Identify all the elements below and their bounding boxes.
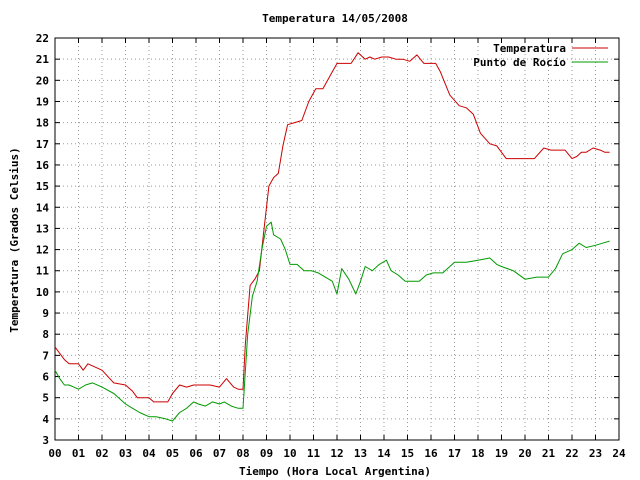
y-tick-label: 5 [42,392,49,405]
series-line-temperatura [54,52,610,403]
x-tick-label: 05 [166,447,179,460]
x-tick-label: 19 [495,447,508,460]
y-tick-label: 12 [36,244,49,257]
x-tick-label: 21 [542,447,556,460]
x-tick-label: 15 [401,447,414,460]
y-tick-label: 22 [36,32,49,45]
y-tick-label: 19 [36,95,49,108]
legend-label-punto-de-rocio: Punto de Rocío [473,56,566,69]
y-tick-label: 20 [36,74,49,87]
x-tick-label: 17 [448,447,461,460]
x-tick-label: 24 [612,447,626,460]
y-tick-label: 16 [36,159,50,172]
x-tick-label: 10 [283,447,296,460]
y-tick-label: 3 [42,434,49,447]
x-tick-label: 22 [565,447,578,460]
x-tick-label: 23 [589,447,602,460]
x-tick-label: 02 [95,447,108,460]
y-tick-label: 9 [42,307,49,320]
y-tick-label: 15 [36,180,49,193]
legend-label-temperatura: Temperatura [493,42,566,55]
y-tick-label: 8 [42,328,49,341]
y-tick-label: 14 [36,201,50,214]
y-tick-label: 11 [36,265,50,278]
y-tick-label: 21 [36,53,50,66]
x-axis-ticks: 00 01 02 03 04 05 06 07 08 09 10 11 12 13 14 15 16 17 18 19… [48,38,626,460]
y-tick-label: 13 [36,222,49,235]
x-axis-label: Tiempo (Hora Local Argentina) [239,465,431,478]
x-tick-label: 03 [119,447,132,460]
series-line-punto-de-rocio [54,221,610,422]
y-axis-ticks: 3 4 5 6 7 8 9 10 11 12 13 14 15 16 17 18 19 20 21 22 [36,32,619,447]
series-lines [54,52,610,422]
x-tick-label: 00 [48,447,61,460]
x-tick-label: 08 [236,447,249,460]
x-tick-label: 16 [424,447,438,460]
legend: Temperatura Punto de Rocío [473,42,608,69]
y-tick-label: 17 [36,138,49,151]
x-tick-label: 06 [189,447,203,460]
x-tick-label: 13 [354,447,367,460]
x-tick-label: 18 [471,447,484,460]
x-tick-label: 07 [213,447,226,460]
y-tick-label: 7 [42,349,49,362]
x-tick-label: 14 [377,447,391,460]
chart-title: Temperatura 14/05/2008 [262,12,408,25]
x-tick-label: 11 [307,447,321,460]
y-tick-label: 6 [42,371,49,384]
x-tick-label: 12 [330,447,343,460]
y-tick-label: 4 [42,413,49,426]
grid-lines [55,38,619,440]
x-tick-label: 04 [142,447,156,460]
y-tick-label: 18 [36,117,49,130]
x-tick-label: 20 [518,447,531,460]
x-tick-label: 01 [72,447,86,460]
x-tick-label: 09 [260,447,273,460]
y-axis-label: Temperatura (Grados Celsius) [8,147,21,332]
y-tick-label: 10 [36,286,49,299]
